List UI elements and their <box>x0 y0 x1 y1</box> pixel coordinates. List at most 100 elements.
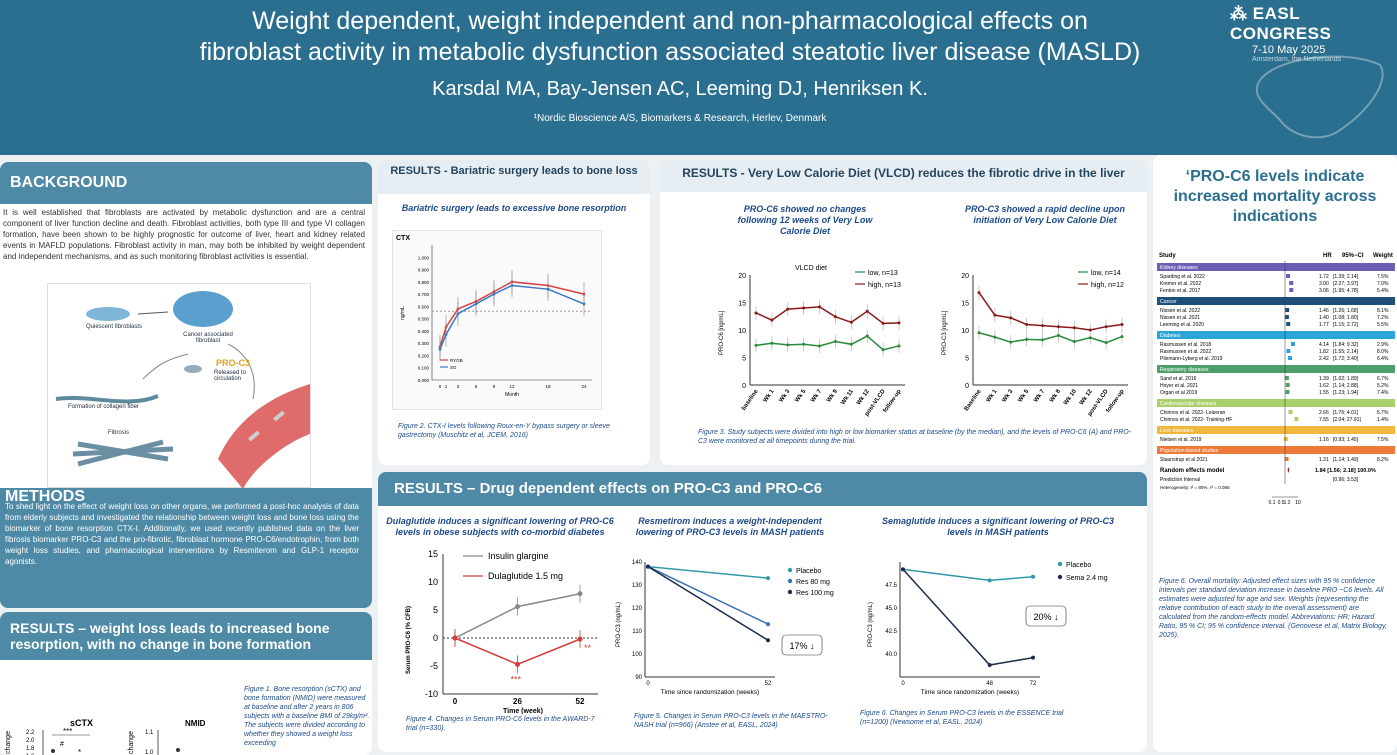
forest-ci: [1.76; 4.01] <box>1333 410 1359 416</box>
vlcd-xtick: Wk 11 <box>840 388 855 406</box>
affiliation: ¹Nordic Bioscience A/S, Biomarkers & Res… <box>533 113 827 124</box>
forest-weight: 7.5% <box>1377 437 1389 443</box>
nmid-ylabel: change <box>128 731 135 754</box>
forest-weight: 6.4% <box>1377 356 1389 362</box>
blood-vessel-icon <box>218 384 310 489</box>
ctx-series-line <box>439 284 585 350</box>
vlcd-xtick: Wk 3 <box>778 388 791 403</box>
res-point <box>766 622 770 627</box>
forest-hr: 1.62 <box>1319 383 1329 389</box>
forest-hr: 1.31 <box>1319 457 1329 463</box>
forest-group-label: Diabetes <box>1160 333 1181 339</box>
res-series-line <box>647 565 769 641</box>
fibrosis-bundle-icon <box>72 439 174 467</box>
vlcd-ylabel: PRO-C3 [ng/mL] <box>942 310 948 355</box>
forest-study: Leeming et al. 2020 <box>1160 322 1204 328</box>
vlcd-point <box>897 344 901 348</box>
sctx-point <box>51 749 55 753</box>
sema-legend-swatch <box>1057 561 1063 567</box>
label-pro-c3: PRO-C3 <box>216 358 251 368</box>
background-heading: BACKGROUND <box>0 162 372 204</box>
forest-weight: 8.1% <box>1377 308 1389 314</box>
res-legend-label: Res 80 mg <box>796 579 830 586</box>
ctx-ytick: 1.000 <box>418 255 430 260</box>
sctx-tick-18: 1.8 <box>26 746 35 752</box>
dula-point <box>577 636 583 642</box>
forest-ci: [0.93; 1.45] <box>1333 437 1359 443</box>
vlcd-ytick: 0 <box>965 383 969 390</box>
vlcd-point <box>977 291 981 295</box>
forest-hr: 1.16 <box>1319 437 1329 443</box>
quiescent-cell-icon <box>86 307 130 321</box>
dula-point <box>515 604 520 610</box>
ctx-ytick: 0.300 <box>418 341 430 346</box>
res-ytick: 140 <box>632 560 643 566</box>
forest-estimate-box <box>1287 356 1292 360</box>
forest-study: Kremer et al. 2022 <box>1160 281 1201 287</box>
ctx-xlabel: Month <box>505 392 519 398</box>
ctx-point <box>546 287 550 291</box>
sema-chart: 40.0 42.5 45.0 47.5 0 48 72 Time since randomiz… <box>868 561 1108 696</box>
vlcd-title: VLCD diet <box>795 265 827 272</box>
vlcd-point <box>1009 340 1013 344</box>
vlcd-point <box>993 335 997 339</box>
forest-ci: [1.55; 2.14] <box>1333 349 1359 355</box>
ctx-ytick: 0.600 <box>418 304 430 309</box>
vlcd-xtick: Wk 1 <box>986 388 999 403</box>
forest-group-band <box>1157 365 1395 373</box>
res-xtick: 52 <box>765 681 772 687</box>
poster-title: Weight dependent, weight independent and… <box>90 6 1250 68</box>
label-fibrosis: Fibrosis <box>108 430 130 436</box>
vlcd-point <box>802 342 806 346</box>
forest-group-band <box>1157 297 1395 305</box>
forest-hr: 1.40 <box>1319 315 1329 321</box>
sema-point <box>1031 574 1035 579</box>
vlcd-point <box>1104 341 1108 345</box>
forest-hr: 3.06 <box>1319 288 1329 294</box>
forest-estimate-box <box>1285 308 1290 312</box>
vlcd-series-line <box>755 306 900 325</box>
forest-ci: [1.02; 1.89] <box>1333 376 1359 382</box>
forest-ci: [1.95; 4.78] <box>1333 288 1359 294</box>
forest-study: Chirinos et al. 2022- Training-HF <box>1160 417 1232 423</box>
forest-col-weight: Weight <box>1373 253 1393 259</box>
sema-xtick: 72 <box>1030 681 1037 687</box>
res-ytick: 100 <box>632 652 643 658</box>
vlcd-ytick: 5 <box>742 356 746 363</box>
forest-group-label: Cardiovascular diseases <box>1160 401 1217 407</box>
ctx-point <box>510 284 514 287</box>
vlcd-point <box>865 334 869 338</box>
vlcd-ytick: 10 <box>961 328 969 335</box>
bone-charts: sCTX NMID change 2.2 2.0 1.8 1.6 *** # *… <box>5 718 206 755</box>
forest-hr: 4.14 <box>1319 342 1329 348</box>
vlcd-ytick: 5 <box>965 356 969 363</box>
vlcd-sub-a: PRO-C6 showed no changes following 12 we… <box>737 204 873 236</box>
forest-weight: 1.4% <box>1377 417 1389 423</box>
ctx-xtick: 3 <box>457 384 460 389</box>
figure5-caption: Figure 5. Changes in Serum PRO-C3 levels… <box>634 713 828 729</box>
res-subtitle: Resmetirom induces a weight-independent … <box>635 516 825 537</box>
forest-weight: 7.0% <box>1377 281 1389 287</box>
ctx-legend-label: RYGB <box>450 358 463 363</box>
res-series-line <box>647 565 769 625</box>
forest-ci: [2.27; 3.97] <box>1333 281 1359 287</box>
methods-text-overlay: To shed light on the effect of weight lo… <box>5 502 359 566</box>
vlcd-point <box>786 307 790 311</box>
forest-pi-label: Prediction Interval <box>1160 477 1200 483</box>
forest-re-label: Random effects model <box>1160 468 1225 474</box>
dula-subtitle: Dulaglutide induces a significant loweri… <box>386 516 614 537</box>
vlcd-sub-b: PRO-C3 showed a rapid decline upon initi… <box>964 204 1126 225</box>
forest-hr: 2.42 <box>1319 356 1329 362</box>
forest-study: Rasmussen et al. 2018 <box>1160 342 1211 348</box>
forest-hr: 1.72 <box>1319 274 1329 280</box>
sctx-tick-22: 2.2 <box>26 730 35 736</box>
vlcd-point <box>770 318 774 322</box>
ctx-point <box>456 312 460 316</box>
ctx-ytick: 0.200 <box>418 353 430 358</box>
sema-legend-label: Sema 2.4 mg <box>1066 575 1108 582</box>
forest-study: Nissen et al. 2022 <box>1160 308 1200 314</box>
sema-xlabel: Time since randomization (weeks) <box>921 689 1019 696</box>
vlcd-point <box>1025 337 1029 341</box>
vlcd-point <box>1041 324 1045 328</box>
